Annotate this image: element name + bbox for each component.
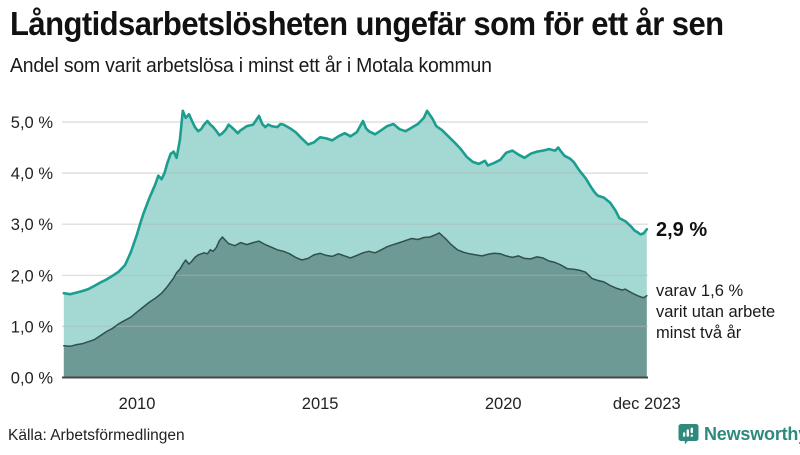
x-tick-label-dec 2023: dec 2023 xyxy=(613,395,681,413)
x-tick-label-2020: 2020 xyxy=(485,395,522,413)
secondary-annotation-line2: varit utan arbete xyxy=(656,303,776,321)
line-series-2 xyxy=(63,232,648,348)
y-tick-label-3,0 %: 3,0 % xyxy=(11,216,54,234)
newsworthy-logo: Newsworthy xyxy=(678,423,800,445)
page-title: Långtidsarbetslösheten ungefär som för e… xyxy=(10,5,724,42)
line-series-1 xyxy=(62,109,649,296)
series-end-value-label: 2,9 % xyxy=(656,219,708,241)
area-fill-series-2 xyxy=(63,232,647,378)
y-tick-label-4,0 %: 4,0 % xyxy=(11,165,54,183)
x-tick-label-2015: 2015 xyxy=(302,395,339,413)
source-note: Källa: Arbetsförmedlingen xyxy=(8,427,185,444)
secondary-annotation: varav 1,6 % varit utan arbete minst två … xyxy=(656,281,775,344)
secondary-annotation-line1: varav 1,6 % xyxy=(656,282,744,300)
y-tick-label-0,0 %: 0,0 % xyxy=(11,370,54,388)
newsworthy-logo-icon xyxy=(678,423,699,445)
y-tick-label-1,0 %: 1,0 % xyxy=(11,318,54,336)
y-tick-label-5,0 %: 5,0 % xyxy=(11,114,54,132)
page-subtitle: Andel som varit arbetslösa i minst ett å… xyxy=(10,55,492,77)
area-fill-series-1 xyxy=(63,110,647,378)
secondary-annotation-line3: minst två år xyxy=(656,324,742,342)
newsworthy-wordmark: Newsworthy xyxy=(704,423,800,444)
x-tick-label-2010: 2010 xyxy=(119,395,156,413)
y-tick-label-2,0 %: 2,0 % xyxy=(11,267,54,285)
